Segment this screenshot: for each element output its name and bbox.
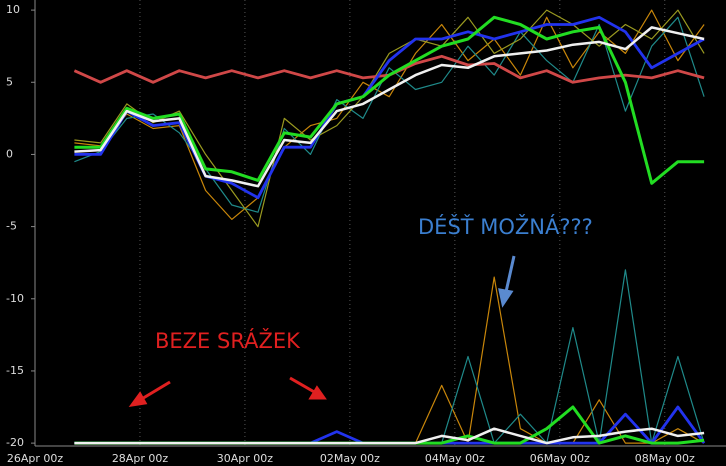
- annotation: DÉŠŤ MOŽNÁ???: [418, 214, 593, 239]
- arrow: [504, 255, 516, 293]
- y-tick-label: 5: [6, 75, 13, 88]
- y-tick-label: -5: [6, 220, 17, 233]
- x-tick-label: 04May 00z: [425, 452, 485, 465]
- x-tick-label: 30Apr 00z: [217, 452, 274, 465]
- series-line: [74, 15, 705, 185]
- arrows: [128, 376, 327, 408]
- x-tick-label: 28Apr 00z: [112, 452, 169, 465]
- y-tick-label: -15: [6, 364, 24, 377]
- series-line: [74, 427, 705, 445]
- series-line: [74, 26, 705, 188]
- plot-area: -20 -15 -10 -5 0 5 10 26Apr 00z 28Apr 00z 30Apr 0…: [6, 0, 726, 465]
- arrow: [139, 380, 171, 402]
- series-line: [74, 9, 705, 228]
- y-tick-label: -20: [6, 436, 24, 449]
- arrow-head: [498, 288, 514, 308]
- series-line: [74, 16, 705, 213]
- x-tick-label: 02May 00z: [320, 452, 380, 465]
- arrow: [289, 376, 317, 395]
- series-line: [74, 15, 705, 200]
- y-tick-label: 0: [6, 147, 13, 160]
- arrow-head: [128, 391, 148, 408]
- x-tick-label: 26Apr 00z: [7, 452, 64, 465]
- x-tick-label: 08May 00z: [635, 452, 695, 465]
- y-tick-label: 10: [6, 3, 20, 16]
- arrows: [498, 255, 516, 308]
- x-tick-label: 06May 00z: [530, 452, 590, 465]
- y-tick-label: -10: [6, 292, 24, 305]
- annotation: BEZE SRÁŽEK: [155, 328, 301, 353]
- arrow-head: [308, 385, 327, 400]
